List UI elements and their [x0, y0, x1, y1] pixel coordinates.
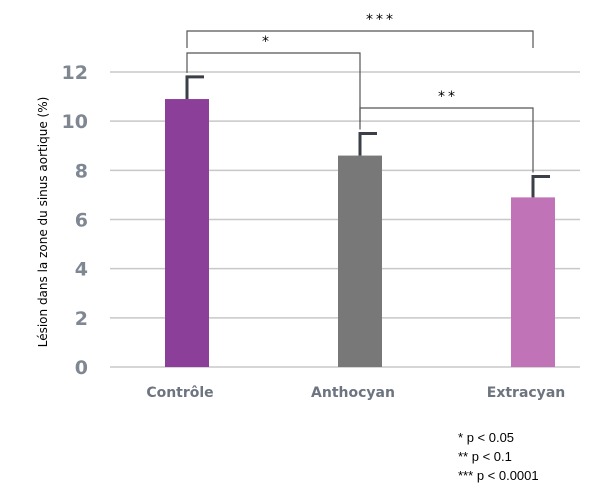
significance-legend: * p < 0.05 ** p < 0.1 *** p < 0.0001: [458, 428, 539, 485]
legend-entry-1: * p < 0.05: [458, 430, 515, 445]
y-tick-label-12: 12: [62, 62, 88, 84]
y-tick-labels: 0 2 4 6 8 10 12: [62, 62, 88, 379]
category-label-2: Anthocyan: [311, 385, 395, 401]
bar-2: [338, 155, 382, 367]
category-label-3: Extracyan: [487, 385, 565, 401]
significance-label-2: **: [438, 89, 458, 105]
legend-entry-3: *** p < 0.0001: [458, 468, 539, 483]
y-tick-label-10: 10: [62, 111, 88, 133]
bars: [165, 99, 555, 368]
significance-bracket-3: [186, 30, 534, 48]
y-axis-label: Lésion dans la zone du sinus aortique (%…: [36, 97, 50, 348]
bar-3: [511, 197, 555, 367]
y-tick-label-8: 8: [75, 160, 88, 182]
y-tick-label-4: 4: [75, 259, 88, 281]
category-label-1: Contrôle: [146, 385, 213, 401]
significance-label-1: *: [262, 34, 272, 50]
y-tick-label-0: 0: [75, 357, 88, 379]
y-tick-label-2: 2: [75, 308, 88, 330]
error-bars: [185, 75, 550, 198]
category-labels: Contrôle Anthocyan Extracyan: [146, 385, 565, 401]
significance-label-3: ***: [366, 12, 396, 28]
legend-entry-2: ** p < 0.1: [458, 449, 512, 464]
significance-bracket-1: [186, 52, 361, 130]
significance-brackets: ******: [186, 12, 534, 173]
y-tick-label-6: 6: [75, 210, 88, 232]
significance-bracket-2: [359, 107, 534, 173]
bar-1: [165, 99, 209, 368]
